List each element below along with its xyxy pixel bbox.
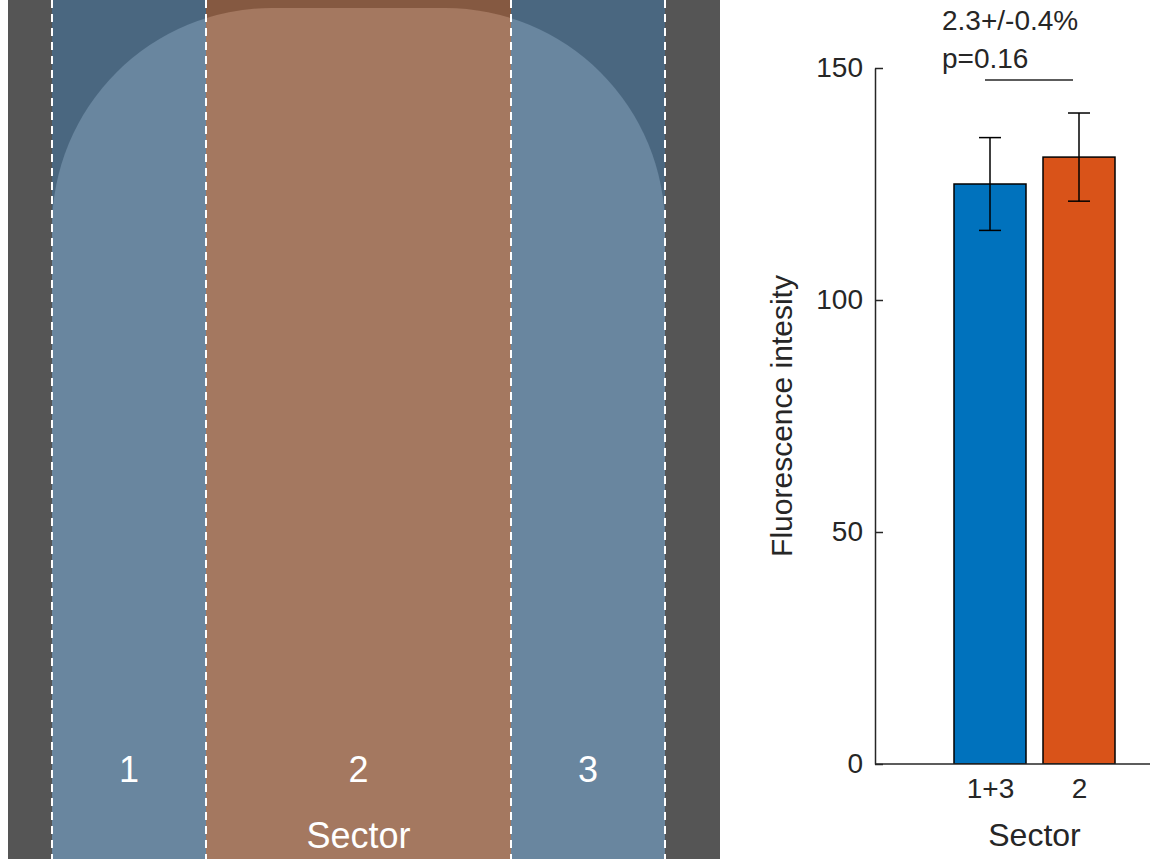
- x-axis: 1+3 2: [967, 773, 1088, 804]
- y-axis-line: [875, 69, 877, 765]
- sector-boundary: [51, 0, 53, 859]
- sector-label: 3: [578, 749, 598, 790]
- image-panel: 1 2 3 Sector: [8, 0, 720, 859]
- x-axis-title: Sector: [988, 817, 1081, 853]
- y-tick: 150: [816, 52, 883, 83]
- sector-boundary: [510, 0, 512, 859]
- x-tick-label: 2: [1072, 773, 1088, 804]
- error-cap: [1068, 112, 1090, 114]
- error-stem: [1078, 113, 1080, 201]
- y-tick: 50: [832, 516, 883, 547]
- x-tick: 1+3: [967, 773, 1015, 804]
- x-axis-line: [875, 763, 1150, 765]
- sector-boundary: [664, 0, 666, 859]
- y-tick-label: 150: [816, 52, 863, 83]
- significance-line: [985, 79, 1073, 81]
- y-tick-label: 100: [816, 284, 863, 315]
- plot-area: [954, 113, 1115, 764]
- y-axis-title: Fluorescence intesity: [765, 275, 798, 557]
- y-tick-mark: [875, 300, 883, 302]
- sector-label: 1: [119, 749, 139, 790]
- y-axis: 0 50 100 150: [816, 52, 883, 779]
- annotation: p=0.16: [942, 43, 1028, 74]
- image-background: [8, 0, 720, 859]
- image-caption: Sector: [306, 815, 410, 856]
- bar: [954, 184, 1026, 764]
- annotation: 2.3+/-0.4%: [942, 5, 1078, 36]
- y-tick-label: 0: [847, 748, 863, 779]
- sector-label: 2: [348, 749, 368, 790]
- y-tick-mark: [875, 532, 883, 534]
- y-tick-label: 50: [832, 516, 863, 547]
- error-cap: [1068, 200, 1090, 202]
- error-cap: [979, 137, 1001, 139]
- bar: [1043, 157, 1115, 764]
- error-bar: [1068, 113, 1090, 201]
- y-tick-mark: [875, 68, 883, 70]
- error-stem: [989, 138, 991, 231]
- x-tick: 2: [1072, 773, 1088, 804]
- sector-overlay: [52, 0, 206, 859]
- sector-overlay: [511, 0, 665, 859]
- y-tick: 100: [816, 284, 883, 315]
- sector-boundary: [205, 0, 207, 859]
- sector-overlay: [206, 0, 511, 859]
- error-bar: [979, 138, 1001, 231]
- error-cap: [979, 230, 1001, 232]
- x-tick-label: 1+3: [967, 773, 1015, 804]
